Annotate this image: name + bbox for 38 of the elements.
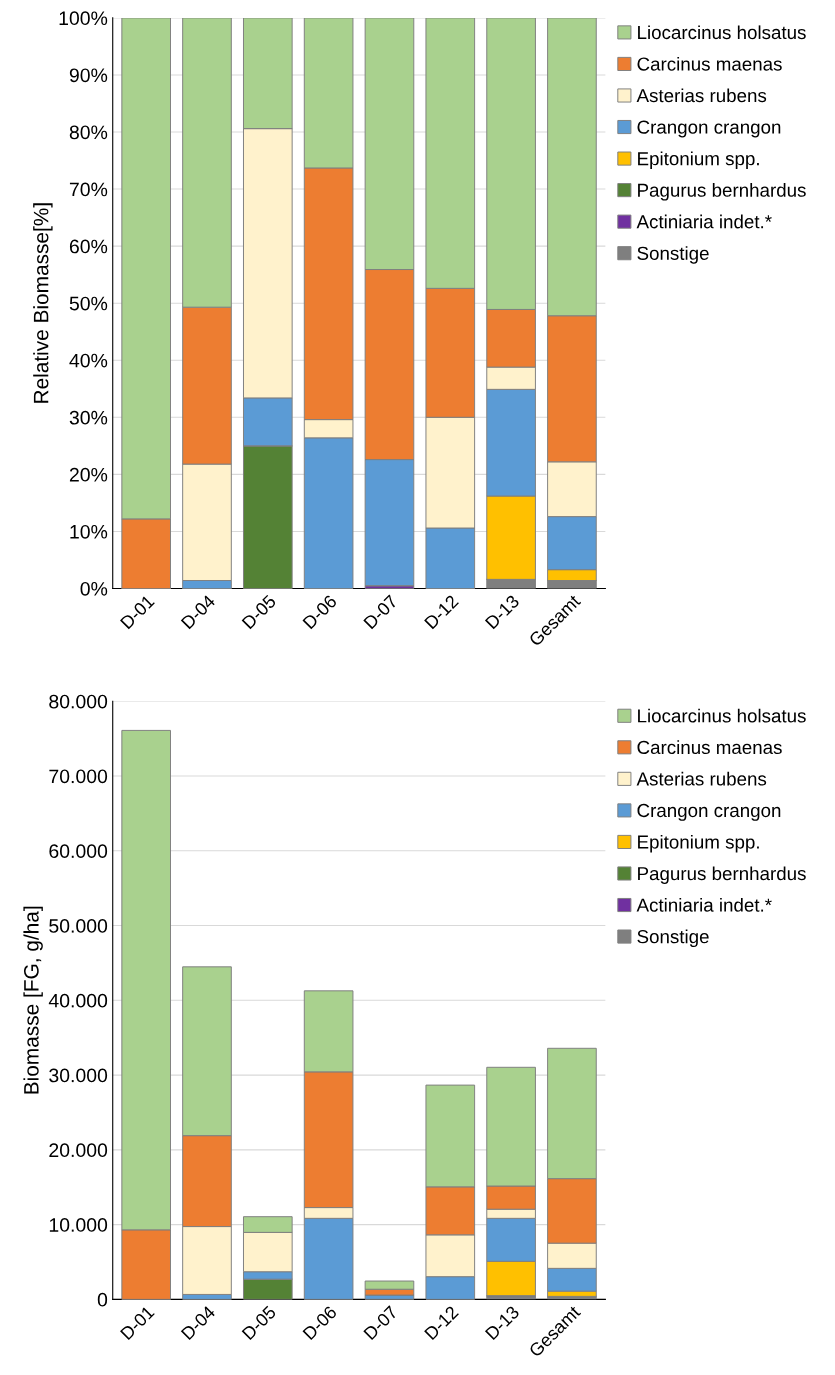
y-tick-label: 90%: [69, 68, 108, 83]
legend-label: Sonstige: [637, 246, 709, 264]
legend-label: Actiniaria indet.*: [636, 214, 772, 229]
y-tick-label: 20%: [69, 467, 108, 482]
y-tick-label: 80.000: [49, 694, 108, 709]
y-axis-title: Biomasse [FG, g/ha]: [23, 906, 43, 1094]
legend-label: Liocarcinus holsatus: [638, 708, 806, 723]
y-tick-label: 70%: [69, 182, 108, 197]
y-tick-label: 50.000: [49, 919, 108, 933]
y-tick-label: 40.000: [48, 993, 108, 1008]
y-tick-label: 30.000: [49, 1068, 108, 1083]
y-tick-label: 0: [97, 1292, 108, 1307]
y-tick-label: 20.000: [49, 1143, 108, 1158]
y-tick-label: 80%: [69, 125, 108, 140]
legend-label: Carcinus maenas: [637, 56, 782, 71]
y-tick-label: 60.000: [49, 844, 108, 859]
legend-label: Actiniaria indet.*: [636, 898, 772, 912]
legend-label: Asterias rubens: [636, 771, 767, 786]
y-tick-label: 10.000: [49, 1218, 108, 1232]
legend-label: Epitonium spp.: [638, 151, 759, 170]
y-tick-label: 50%: [69, 296, 108, 311]
y-axis-title: Relative Biomasse[%]: [33, 203, 53, 403]
legend-label: Crangon crangon: [637, 803, 781, 821]
y-tick-label: 30%: [69, 410, 108, 425]
legend-label: Asterias rubens: [636, 88, 767, 103]
legend-label: Carcinus maenas: [637, 740, 782, 755]
y-tick-label: 70.000: [49, 769, 108, 784]
legend-label: Epitonium spp.: [638, 834, 759, 853]
y-tick-label: 0%: [80, 581, 108, 596]
y-tick-label: 40%: [69, 353, 108, 368]
legend-label: Crangon crangon: [637, 120, 781, 138]
legend-label: Pagurus bernhardus: [638, 183, 806, 201]
legend-label: Sonstige: [637, 929, 709, 948]
legend-label: Liocarcinus holsatus: [638, 25, 806, 40]
y-tick-label: 60%: [69, 239, 108, 254]
legend-label: Pagurus bernhardus: [638, 866, 806, 884]
y-tick-label: 10%: [70, 524, 108, 539]
y-tick-label: 100%: [59, 11, 108, 26]
